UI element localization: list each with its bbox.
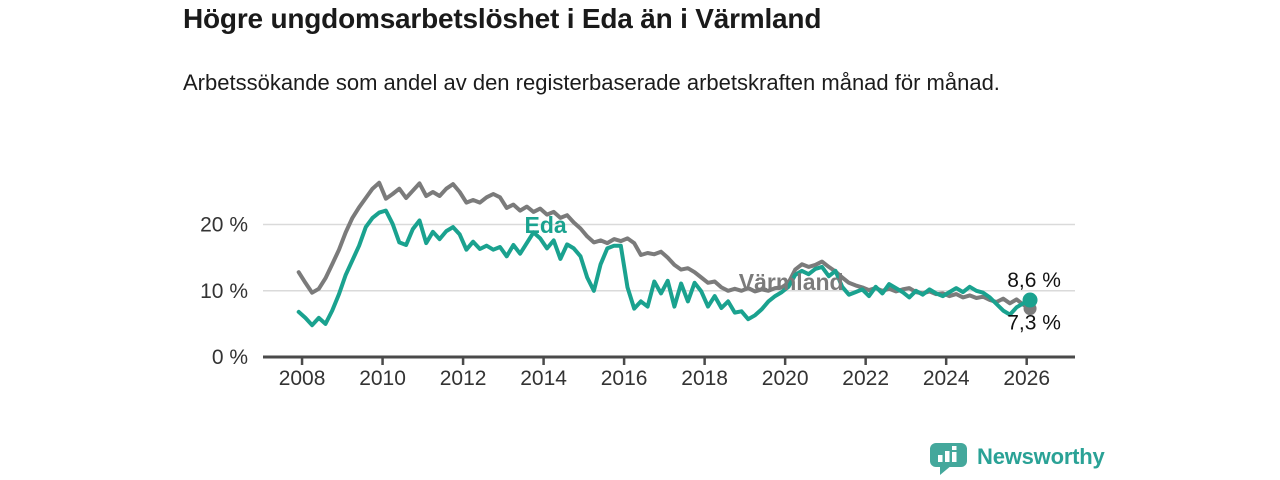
y-axis-tick-label: 10 % <box>200 280 248 303</box>
x-axis-tick-label: 2012 <box>440 367 487 390</box>
x-axis-tick-label: 2024 <box>923 367 970 390</box>
x-axis-tick-label: 2022 <box>842 367 889 390</box>
end-value-label: 7,3 % <box>1007 312 1061 335</box>
x-axis-tick-label: 2010 <box>359 367 406 390</box>
x-axis-tick-label: 2008 <box>279 367 326 390</box>
end-value-label: 8,6 % <box>1007 269 1061 292</box>
x-axis-tick-label: 2016 <box>601 367 648 390</box>
x-axis-tick-label: 2014 <box>520 367 567 390</box>
chart-title: Högre ungdomsarbetslöshet i Eda än i Vär… <box>183 3 822 34</box>
series-inline-label-vrmland: Värmland <box>739 269 844 295</box>
chart-subtitle: Arbetssökande som andel av den registerb… <box>183 70 1000 95</box>
series-line-vrmland <box>296 180 1032 311</box>
newsworthy-logo[interactable]: Newsworthy <box>929 442 1105 478</box>
y-axis-tick-label: 0 % <box>212 346 248 369</box>
y-axis-tick-label: 20 % <box>200 214 248 237</box>
x-axis-tick-label: 2018 <box>681 367 728 390</box>
series-inline-label-eda: Eda <box>525 212 567 238</box>
series-line-eda <box>296 208 1032 328</box>
x-axis-tick-label: 2020 <box>762 367 809 390</box>
brand-name: Newsworthy <box>977 444 1105 469</box>
x-axis-tick-label: 2026 <box>1003 367 1050 390</box>
newsworthy-bubble-bars-icon <box>930 443 967 475</box>
end-dot-eda <box>1022 292 1038 308</box>
